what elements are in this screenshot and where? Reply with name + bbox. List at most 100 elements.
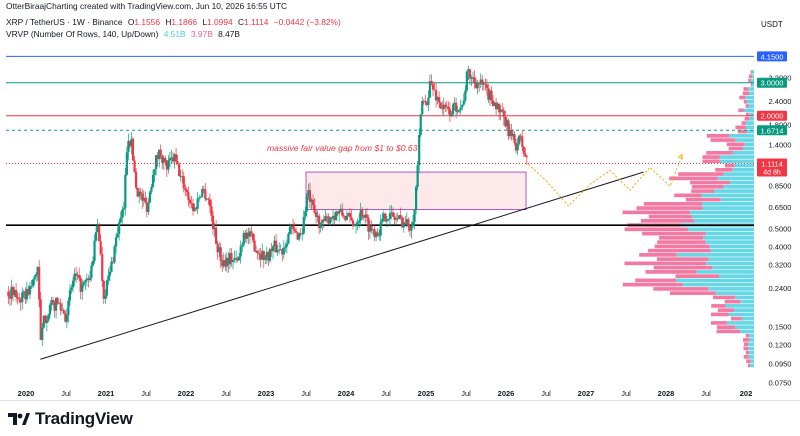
vp-row-down (743, 346, 749, 351)
candle-body (451, 104, 455, 115)
candle-body (294, 230, 298, 233)
vp-row-down (654, 244, 710, 249)
vp-row-up (706, 261, 754, 266)
candle-body (108, 271, 112, 276)
candle-body (398, 215, 401, 220)
vp-row-down (743, 338, 750, 342)
candle-body (344, 216, 347, 221)
candle-body (159, 149, 162, 156)
candle-body (154, 155, 158, 170)
candle-body (267, 252, 270, 261)
candle-body (318, 215, 321, 228)
price-badge (757, 77, 787, 88)
vp-row-up (748, 355, 754, 359)
chart-canvas[interactable]: 3.20002.40001.80001.40000.85000.65000.50… (0, 0, 800, 400)
candle-body (518, 135, 521, 144)
candle-body (125, 152, 128, 175)
candle-body (330, 217, 333, 220)
symbol-legend[interactable]: XRP / TetherUS · 1W · Binance O1.1556 H1… (6, 17, 344, 28)
vp-row-down (746, 359, 751, 364)
price-badge-countdown: 4d 8h (763, 169, 781, 176)
vp-row-down (624, 261, 707, 266)
candle-body (24, 291, 27, 300)
time-tick-label: Jul (461, 389, 471, 398)
candle-body (225, 257, 228, 267)
vp-row-down (692, 185, 724, 189)
vp-row-up (749, 363, 754, 368)
vp-row-up (675, 278, 754, 283)
candle-body (56, 297, 59, 304)
candle-body (65, 315, 68, 322)
price-tick-label: 0.4000 (769, 243, 792, 252)
vp-row-down (742, 91, 750, 96)
candle-body (496, 103, 499, 110)
candle-body (282, 247, 285, 255)
candle-body (407, 219, 410, 227)
candle-body (381, 219, 384, 222)
vp-row-up (715, 291, 754, 295)
price-badge (757, 110, 787, 121)
candle-body (128, 141, 132, 147)
candle-body (245, 232, 248, 239)
candle-body (525, 156, 528, 158)
candle-body (14, 290, 18, 297)
candle-body (367, 217, 370, 232)
vp-row-down (728, 146, 743, 151)
candle-body (71, 280, 75, 288)
candle-body (138, 191, 141, 197)
candle-body (133, 160, 136, 172)
price-tick-label: 0.0750 (769, 379, 792, 388)
vp-row-up (705, 231, 754, 236)
footer: TradingView (0, 400, 800, 436)
vp-row-up (748, 342, 754, 346)
time-tick-label: Jul (221, 389, 231, 398)
candle-body (25, 288, 28, 300)
candle-body (399, 215, 402, 219)
candle-body (164, 157, 167, 163)
candle-body (234, 257, 238, 259)
vp-row-up (703, 236, 754, 240)
time-tick-label: 2026 (498, 389, 515, 398)
vp-row-up (701, 193, 754, 198)
vp-row-down (669, 291, 716, 295)
candle-body (278, 249, 281, 251)
candle-body (88, 277, 92, 280)
candle-body (242, 232, 245, 245)
vp-row-up (708, 287, 754, 291)
candle-body (419, 114, 422, 135)
candle-body (62, 310, 65, 314)
vp-row-up (732, 150, 754, 155)
candle-body (411, 221, 415, 227)
candle-body (236, 257, 239, 261)
vp-row-down (747, 363, 750, 368)
candle-body (153, 169, 156, 175)
candle-body (81, 285, 84, 292)
candle-body (165, 162, 168, 170)
vp-row-down (674, 193, 702, 198)
candle-body (233, 258, 236, 261)
vrvp-legend[interactable]: VRVP (Number Of Rows, 140, Up/Down) 4.51… (6, 29, 243, 40)
price-tick-label: 1.4000 (769, 141, 792, 150)
projection-path (528, 155, 683, 207)
time-tick-label: 2025 (418, 389, 435, 398)
vp-row-down (659, 236, 704, 240)
candle-body (461, 104, 464, 108)
candle-body (401, 218, 404, 228)
candle-body (45, 320, 48, 323)
tradingview-logo[interactable]: TradingView (8, 409, 133, 429)
candle-body (134, 171, 138, 188)
candle-body (10, 287, 13, 299)
time-tick-label: 2024 (338, 389, 356, 398)
candle-body (178, 164, 181, 177)
candle-body (287, 233, 290, 244)
candle-body (122, 208, 125, 210)
vrvp-label: VRVP (Number Of Rows, 140, Up/Down) (6, 29, 159, 39)
vp-row-down (657, 257, 709, 261)
candle-body (85, 278, 88, 281)
candle-body (333, 215, 336, 221)
candle-body (393, 216, 396, 220)
vp-row-down (711, 304, 726, 308)
candle-body (93, 240, 96, 261)
vp-row-down (750, 70, 752, 74)
candle-body (365, 214, 368, 218)
